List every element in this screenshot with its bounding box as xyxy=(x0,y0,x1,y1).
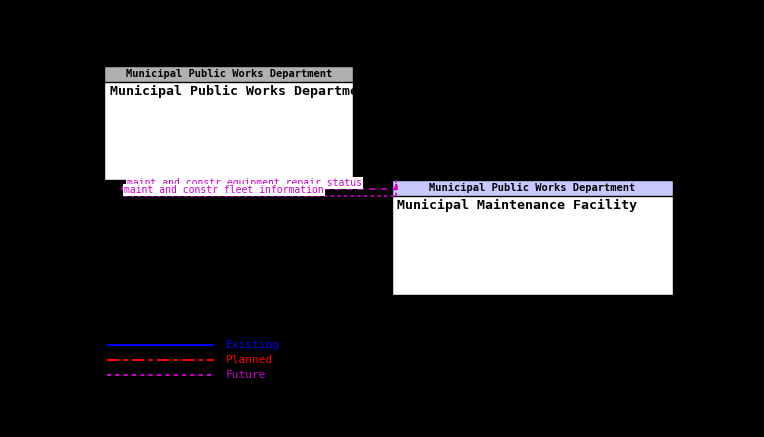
Bar xyxy=(392,180,673,295)
Text: Planned: Planned xyxy=(226,355,273,365)
Bar xyxy=(392,180,673,197)
Text: Municipal Public Works Department: Municipal Public Works Department xyxy=(429,184,636,194)
Bar xyxy=(105,66,353,180)
Text: Municipal Public Works Department: Municipal Public Works Department xyxy=(125,69,332,79)
Text: Municipal Maintenance Facility: Municipal Maintenance Facility xyxy=(397,199,637,212)
Text: Municipal Public Works Department: Municipal Public Works Department xyxy=(110,85,374,98)
Bar xyxy=(105,66,353,82)
Text: Future: Future xyxy=(226,371,267,381)
Text: maint and constr equipment repair status: maint and constr equipment repair status xyxy=(127,178,362,188)
Text: maint and constr fleet information: maint and constr fleet information xyxy=(124,185,324,195)
Text: Existing: Existing xyxy=(226,340,280,350)
